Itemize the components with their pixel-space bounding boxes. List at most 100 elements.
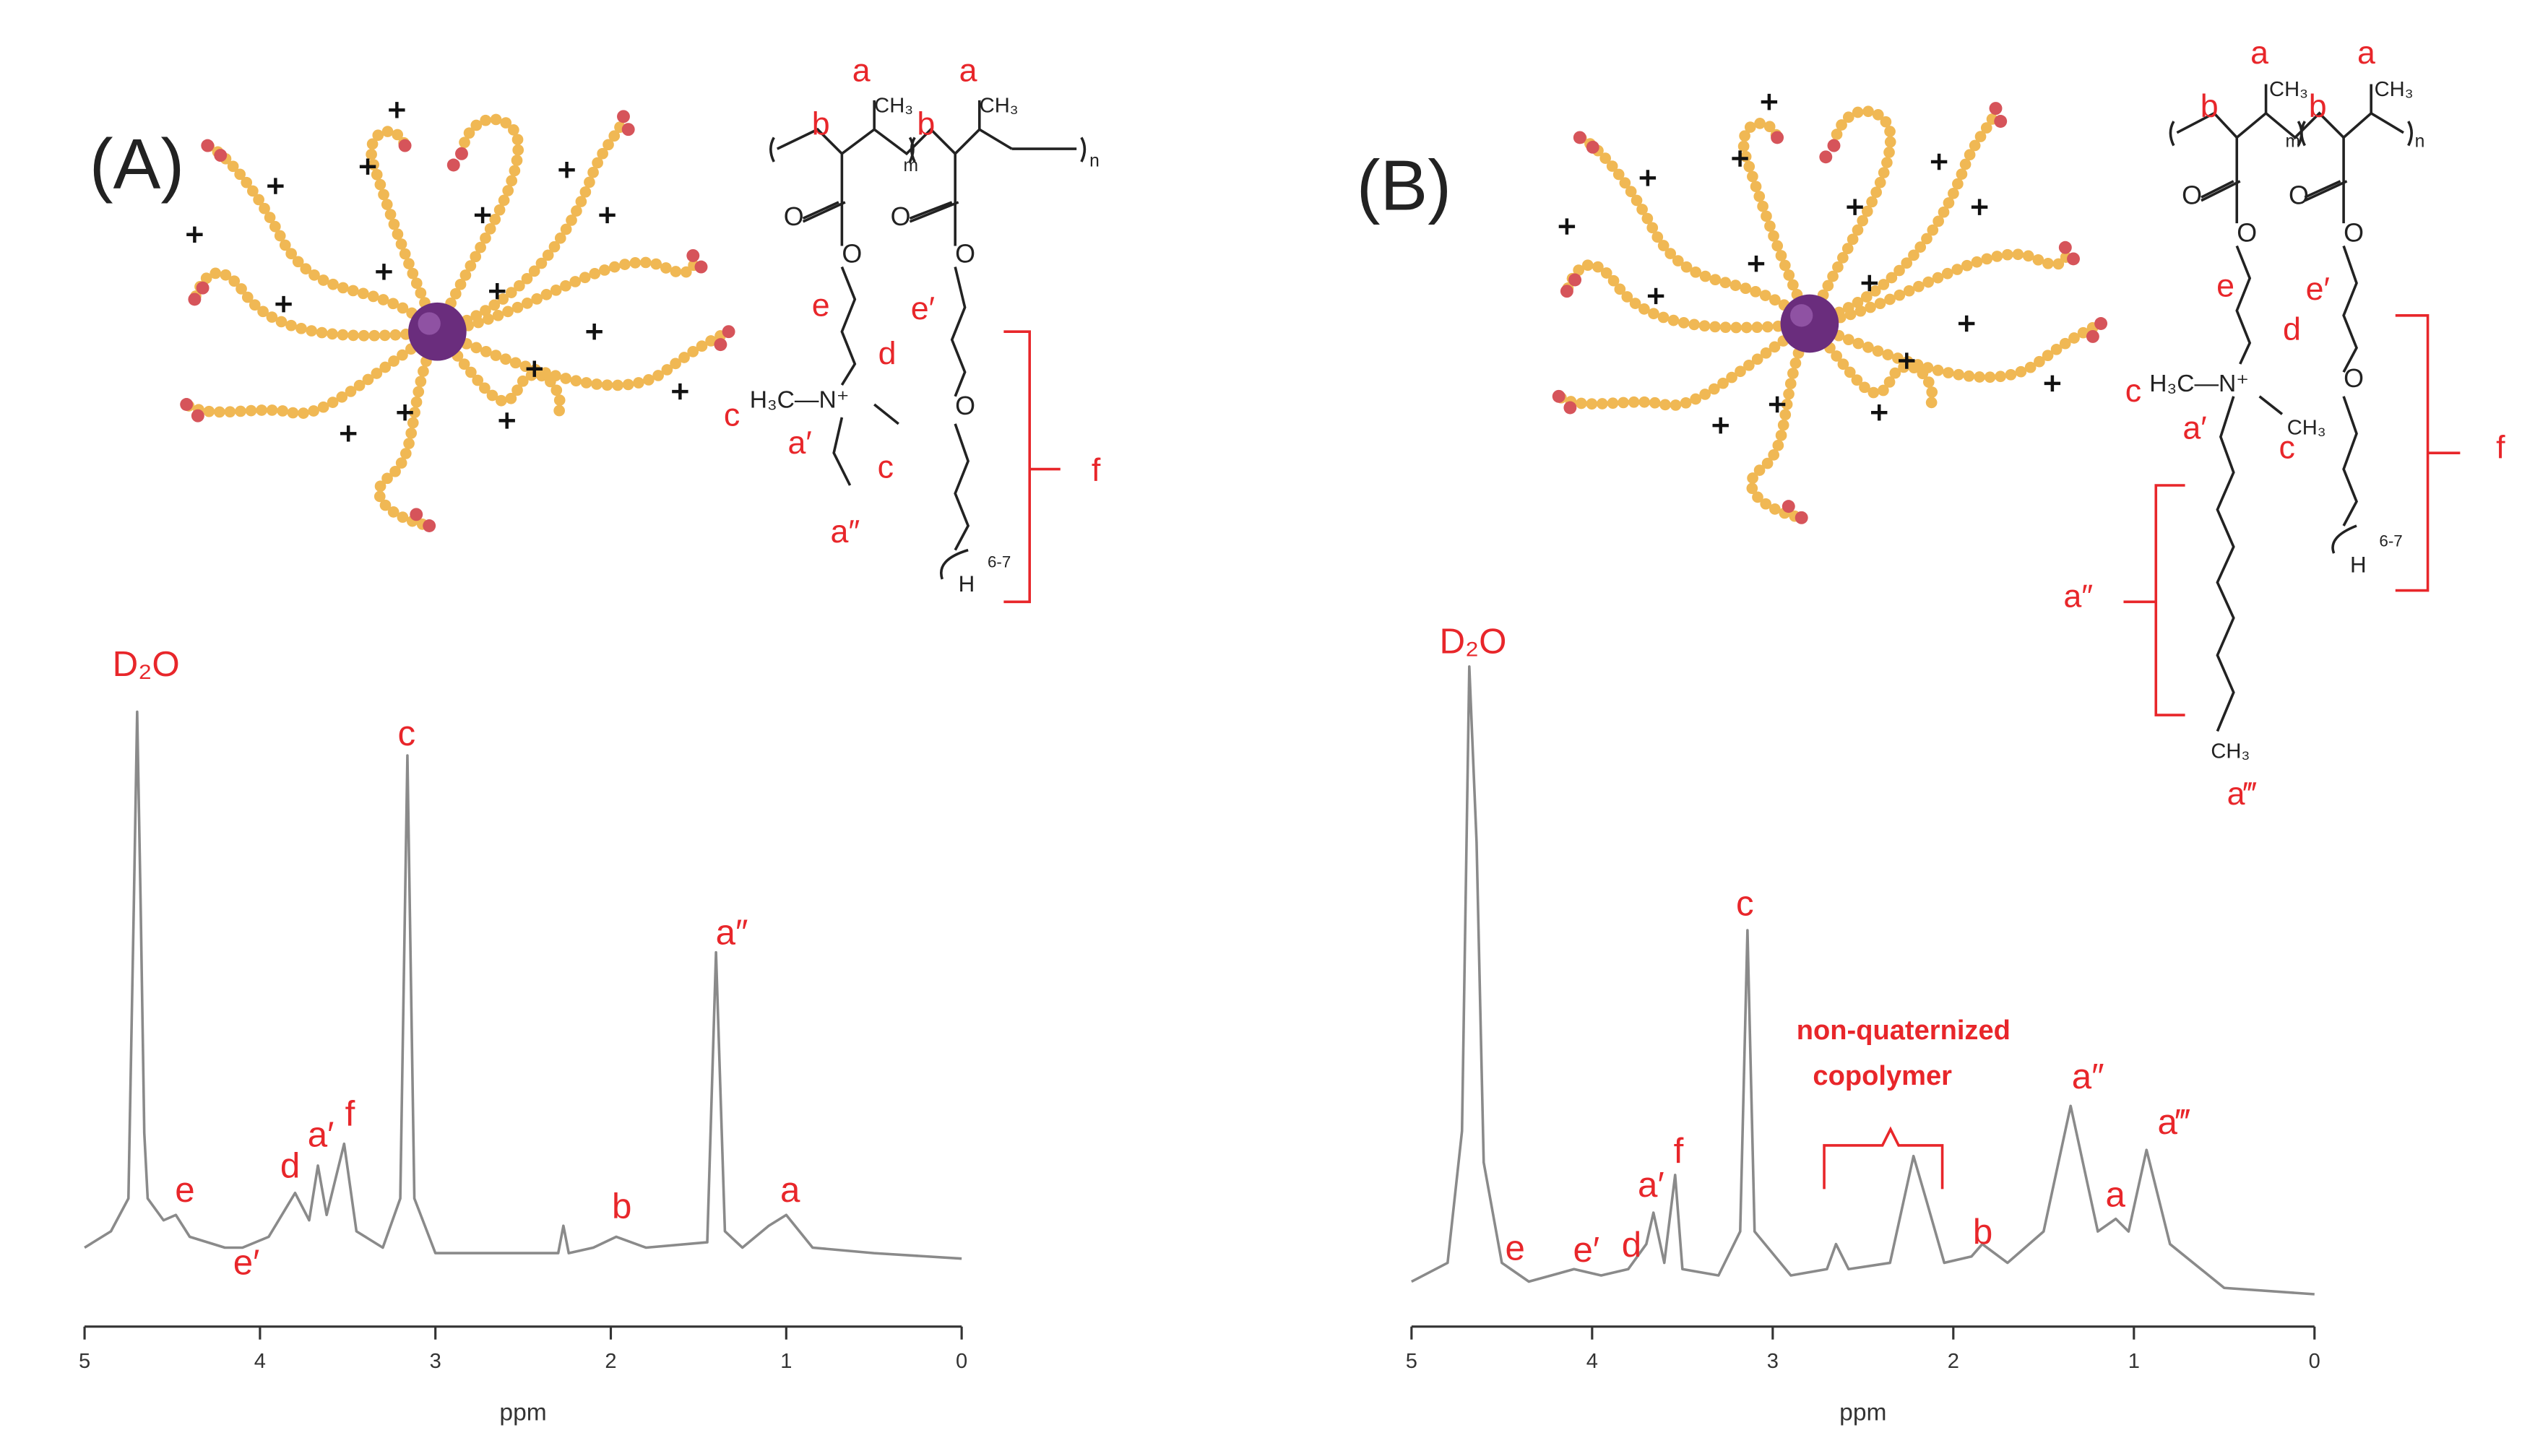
peak-label: b — [2309, 88, 2327, 124]
peak-label: c — [724, 397, 740, 433]
peak-annotation: a‴ — [2157, 1102, 2190, 1142]
peak-label: c — [878, 448, 894, 485]
atom-label: O — [2344, 218, 2364, 247]
atom-label: H — [2350, 552, 2367, 577]
peak-label: c — [2279, 430, 2294, 466]
chemical-structure — [2169, 84, 2413, 732]
panel-label: (B) — [1357, 145, 1451, 225]
peak-label: d — [2283, 311, 2301, 347]
atom-label: O — [2237, 218, 2257, 247]
peak-label: b — [812, 106, 830, 142]
atom-label: H — [959, 571, 975, 597]
peak-label: a — [852, 53, 871, 89]
atom-label: O — [891, 202, 911, 231]
atom-label: O — [955, 239, 975, 268]
peak-label: e — [812, 287, 830, 323]
peak-label: e′ — [2306, 271, 2330, 307]
peak-label: a‴ — [2227, 776, 2257, 812]
peak-annotation: non-quaternized — [1797, 1015, 2011, 1046]
atom-label: O — [842, 239, 862, 268]
peak-annotation: a′ — [308, 1115, 334, 1155]
peak-annotation: f — [1674, 1131, 1684, 1171]
panel-label: (A) — [90, 124, 184, 204]
x-tick-label: 0 — [2309, 1350, 2320, 1373]
star-polymer-illustration — [180, 102, 735, 532]
atom-label: O — [784, 202, 804, 231]
peak-annotation: a″ — [2072, 1057, 2104, 1096]
peak-label: a″ — [830, 514, 860, 550]
peak-annotation: c — [397, 714, 415, 753]
atom-label: H₃C—N⁺ — [2149, 370, 2249, 397]
peak-annotation: e′ — [1573, 1230, 1599, 1270]
atom-label: H₃C—N⁺ — [750, 386, 850, 413]
x-tick-label: 2 — [1948, 1350, 1959, 1373]
peak-annotation: D₂O — [113, 644, 180, 684]
bracket — [1003, 330, 1061, 604]
peak-annotation: D₂O — [1439, 622, 1506, 662]
bracket — [1823, 314, 2461, 1190]
spectrum-line — [1411, 665, 2315, 1296]
peak-label: c — [2125, 373, 2141, 409]
peak-label: a′ — [787, 425, 811, 461]
peak-annotation: b — [1973, 1212, 1992, 1252]
atom-label: CH₃ — [874, 95, 913, 118]
peak-label: e′ — [911, 290, 935, 326]
peak-annotation: d — [1622, 1225, 1641, 1265]
atom-label: O — [2182, 181, 2202, 210]
chemical-structure — [769, 100, 1087, 580]
star-polymer-illustration — [1552, 94, 2107, 524]
peak-annotation: a — [780, 1170, 800, 1210]
peak-label: a″ — [2063, 578, 2093, 615]
peak-label: e — [2216, 268, 2234, 304]
x-tick-label: 4 — [254, 1350, 266, 1373]
atom-label: m — [2285, 132, 2300, 152]
peak-label: f — [1092, 452, 1101, 488]
peak-annotation: d — [280, 1145, 300, 1185]
x-tick-label: 3 — [1767, 1350, 1779, 1373]
peak-annotation: f — [345, 1094, 355, 1134]
peak-label: a′ — [2182, 410, 2206, 446]
peak-label: d — [878, 336, 897, 372]
peak-label: f — [2496, 430, 2505, 466]
peak-annotation: b — [612, 1186, 631, 1226]
spectrum-line — [84, 710, 962, 1260]
peak-label: a — [2357, 35, 2375, 71]
peak-annotation: e — [1506, 1228, 1525, 1268]
peak-annotation: c — [1736, 883, 1754, 923]
atom-label: O — [2289, 181, 2309, 210]
x-tick-label: 4 — [1586, 1350, 1598, 1373]
atom-label: 6-7 — [988, 552, 1011, 571]
peak-annotation: a — [2106, 1175, 2126, 1215]
atom-label: n — [2415, 132, 2425, 152]
peak-annotation: a″ — [716, 913, 748, 953]
x-tick-label: 5 — [79, 1350, 90, 1373]
atom-label: CH₃ — [980, 95, 1019, 118]
peak-label: b — [2201, 88, 2219, 124]
x-axis-label: ppm — [499, 1400, 546, 1426]
x-tick-label: 2 — [605, 1350, 616, 1373]
atom-label: 6-7 — [2379, 532, 2402, 550]
x-tick-label: 0 — [956, 1350, 967, 1373]
x-tick-label: 3 — [430, 1350, 441, 1373]
atom-label: n — [1089, 152, 1100, 171]
peak-annotation: a′ — [1638, 1165, 1664, 1205]
peak-annotation: copolymer — [1813, 1061, 1952, 1091]
peak-annotation: e′ — [233, 1243, 260, 1283]
atom-label: O — [2344, 364, 2364, 393]
peak-annotation: e — [175, 1170, 194, 1210]
x-tick-label: 1 — [780, 1350, 792, 1373]
atom-label: CH₃ — [2375, 78, 2414, 101]
atom-label: CH₃ — [2287, 416, 2326, 439]
peak-label: a — [2250, 35, 2268, 71]
x-tick-label: 5 — [1406, 1350, 1417, 1373]
atom-label: CH₃ — [2211, 740, 2250, 763]
peak-label: a — [959, 53, 977, 89]
x-axis-label: ppm — [1839, 1400, 1886, 1426]
atom-label: m — [904, 156, 919, 176]
peak-label: b — [917, 106, 935, 142]
atom-label: O — [955, 391, 975, 420]
x-tick-label: 1 — [2128, 1350, 2140, 1373]
atom-label: CH₃ — [2269, 78, 2308, 101]
